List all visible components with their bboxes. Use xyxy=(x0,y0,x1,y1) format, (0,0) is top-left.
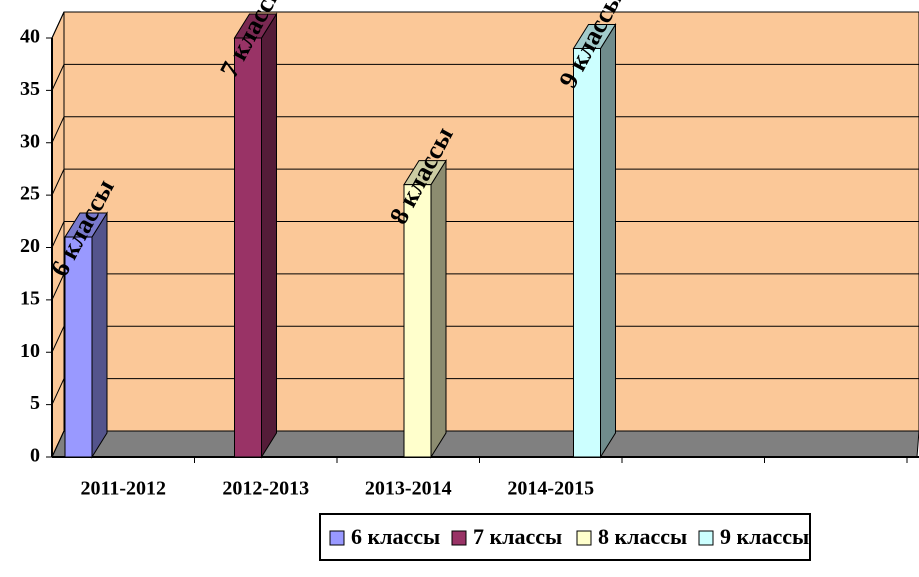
grid-line xyxy=(51,378,65,405)
grid-line xyxy=(51,430,65,458)
grid-line xyxy=(51,273,65,301)
bar xyxy=(64,211,108,459)
x-tick-label: 2011-2012 xyxy=(80,478,166,500)
y-tick-label: 35 xyxy=(20,78,40,100)
grid-line xyxy=(51,326,65,353)
x-tick-label: 2014-2015 xyxy=(507,478,594,500)
bar-front xyxy=(403,184,432,458)
bar-front xyxy=(64,236,93,458)
legend-swatch xyxy=(329,530,345,546)
grid-line xyxy=(51,168,65,196)
grid-line xyxy=(51,11,65,39)
floor xyxy=(51,430,919,458)
bar xyxy=(403,158,447,459)
grid-line xyxy=(51,221,65,248)
y-tick-label: 10 xyxy=(20,340,40,362)
y-tick-label: 20 xyxy=(20,235,40,257)
legend-box xyxy=(319,513,811,561)
legend-swatch xyxy=(451,530,467,546)
legend-label: 9 классы xyxy=(720,524,809,549)
bar-front xyxy=(234,37,262,458)
legend-label: 6 классы xyxy=(351,524,440,549)
y-tick-label: 25 xyxy=(20,183,40,205)
bar-side xyxy=(261,12,277,459)
grid-line xyxy=(51,64,65,91)
legend-swatch xyxy=(698,530,714,546)
y-tick-label: 0 xyxy=(30,445,40,467)
y-tick-label: 40 xyxy=(20,26,40,48)
legend-label: 7 классы xyxy=(473,524,562,549)
x-tick-label: 2013-2014 xyxy=(365,478,452,500)
bar-front xyxy=(573,47,601,458)
bar xyxy=(233,12,278,459)
x-tick-label: 2012-2013 xyxy=(222,478,309,500)
legend-label: 8 классы xyxy=(598,524,687,549)
y-tick-label: 15 xyxy=(20,287,40,309)
bar-side xyxy=(430,158,447,459)
y-tick-label: 30 xyxy=(20,130,40,152)
bar-side xyxy=(91,211,108,459)
bar-side xyxy=(600,22,616,459)
legend-swatch xyxy=(576,530,592,546)
y-tick-label: 5 xyxy=(30,392,40,414)
grid-line xyxy=(51,116,65,143)
bar xyxy=(572,22,617,459)
